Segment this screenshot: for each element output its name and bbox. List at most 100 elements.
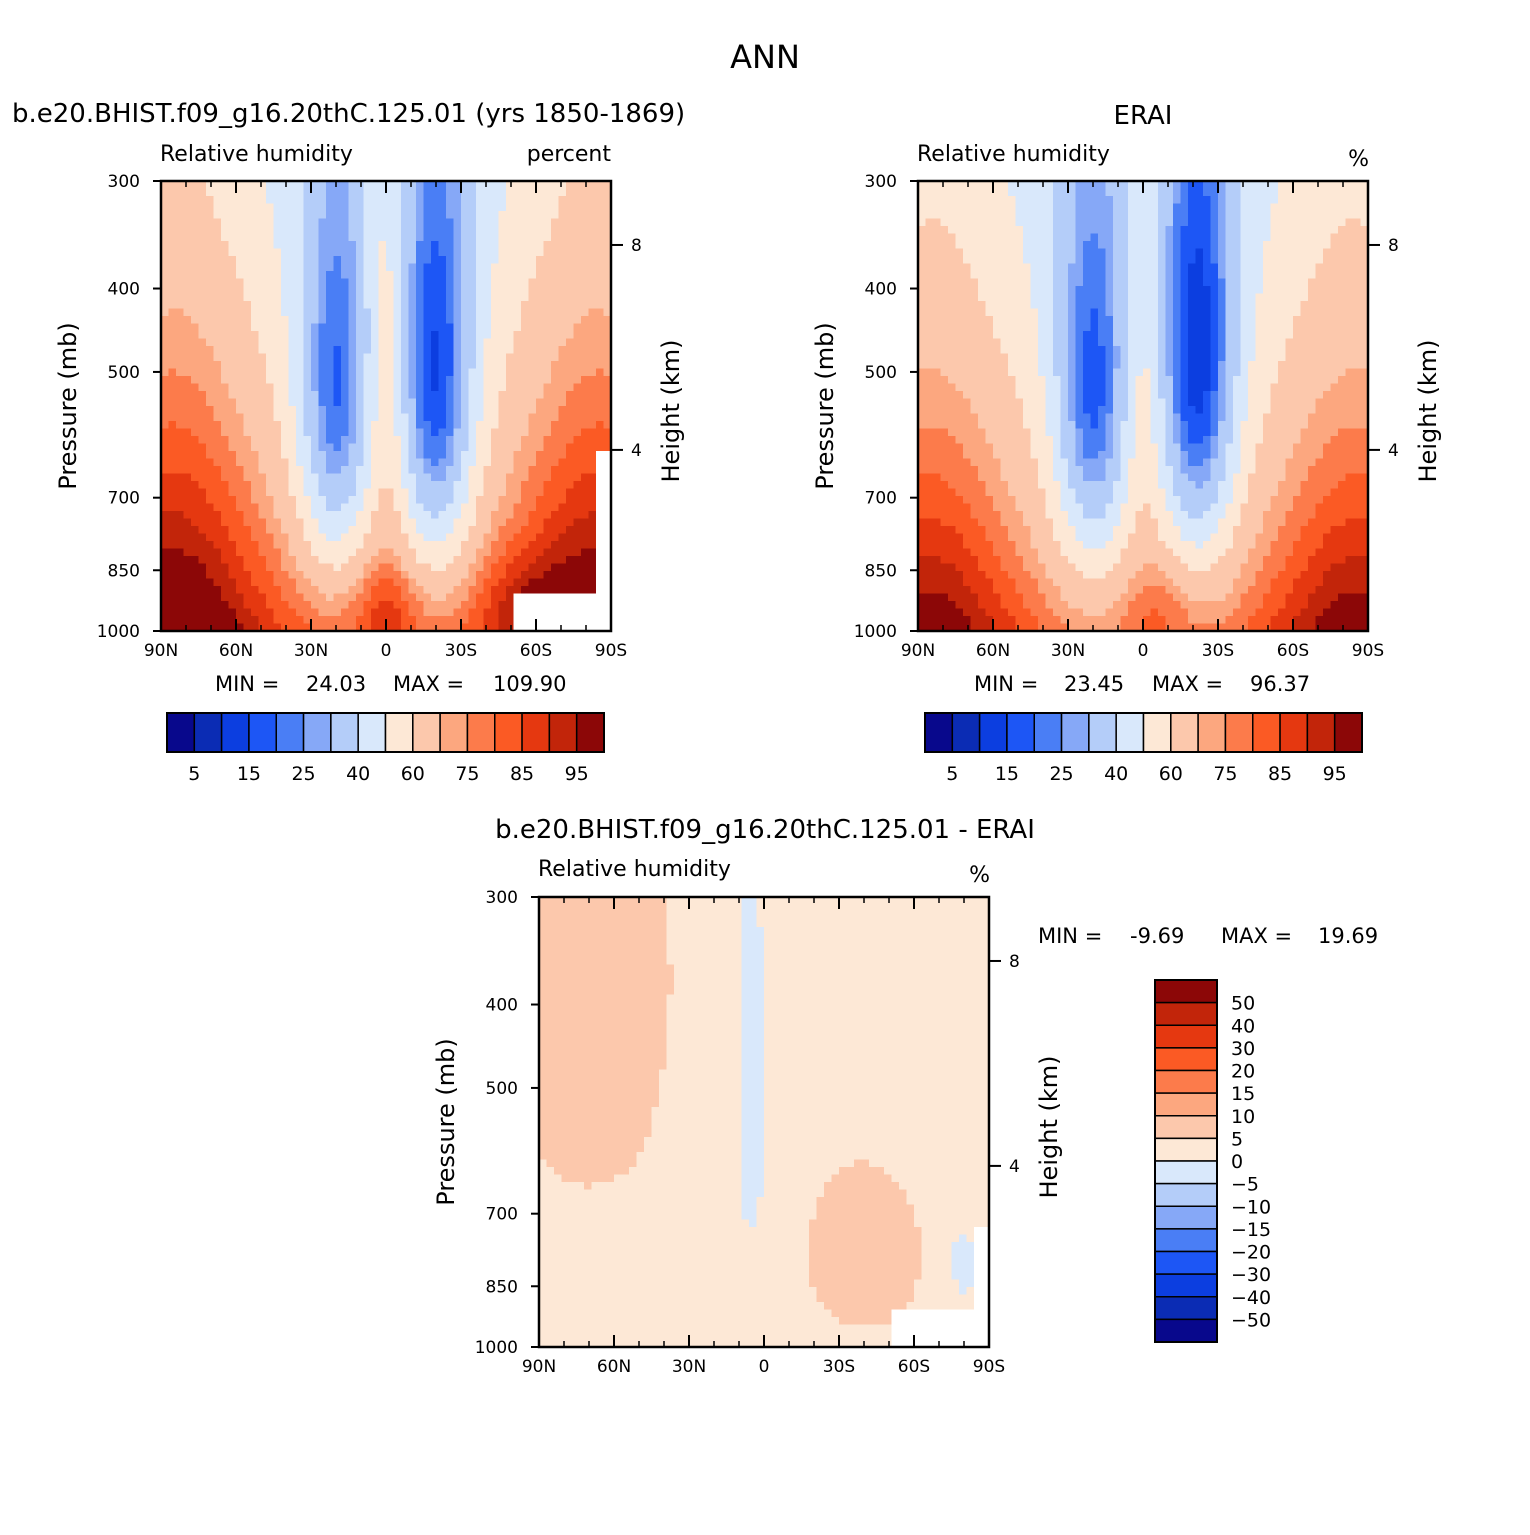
contour-cell <box>311 519 319 527</box>
contour-cell <box>379 376 387 384</box>
contour-cell <box>191 579 199 587</box>
contour-cell <box>1008 496 1016 504</box>
contour-cell <box>1053 234 1061 242</box>
contour-cell <box>1008 436 1016 444</box>
contour-cell <box>274 286 282 294</box>
contour-cell <box>274 444 282 452</box>
contour-cell <box>266 189 274 197</box>
contour-cell <box>536 369 544 377</box>
contour-cell <box>379 541 387 549</box>
contour-cell <box>379 339 387 347</box>
contour-cell <box>394 564 402 572</box>
contour-cell <box>529 331 537 339</box>
contour-cell <box>281 361 289 369</box>
contour-cell <box>206 249 214 257</box>
contour-cell <box>559 391 567 399</box>
contour-cell <box>948 391 956 399</box>
contour-cell <box>221 211 229 219</box>
contour-cell <box>993 339 1001 347</box>
contour-cell <box>454 586 462 594</box>
contour-cell <box>469 601 477 609</box>
contour-cell <box>1031 511 1039 519</box>
contour-cell <box>948 511 956 519</box>
contour-cell <box>1061 346 1069 354</box>
contour-cell <box>454 451 462 459</box>
contour-cell <box>1023 211 1031 219</box>
contour-cell <box>394 309 402 317</box>
contour-cell <box>926 234 934 242</box>
contour-cell <box>461 601 469 609</box>
contour-cell <box>536 594 544 602</box>
contour-cell <box>529 279 537 287</box>
contour-cell <box>379 279 387 287</box>
contour-cell <box>311 204 319 212</box>
contour-cell <box>926 301 934 309</box>
contour-cell <box>364 249 372 257</box>
contour-cell <box>356 616 364 624</box>
contour-cell <box>281 534 289 542</box>
contour-cell <box>596 586 604 594</box>
contour-cell <box>589 234 597 242</box>
contour-cell <box>978 234 986 242</box>
contour-cell <box>469 414 477 422</box>
contour-cell <box>169 339 177 347</box>
contour-cell <box>596 451 604 459</box>
contour-cell <box>446 339 454 347</box>
contour-cell <box>446 331 454 339</box>
contour-cell <box>574 301 582 309</box>
contour-cell <box>1068 459 1076 467</box>
contour-cell <box>596 301 604 309</box>
contour-cell <box>499 421 507 429</box>
contour-cell <box>341 324 349 332</box>
contour-cell <box>386 271 394 279</box>
contour-cell <box>439 384 447 392</box>
contour-cell <box>559 309 567 317</box>
contour-cell <box>386 519 394 527</box>
contour-cell <box>334 346 342 354</box>
contour-cell <box>184 189 192 197</box>
contour-cell <box>364 264 372 272</box>
contour-cell <box>1068 436 1076 444</box>
height-tick-label: 4 <box>631 441 642 461</box>
contour-cell <box>574 361 582 369</box>
contour-cell <box>551 414 559 422</box>
contour-cell <box>1038 511 1046 519</box>
contour-cell <box>326 429 334 437</box>
contour-cell <box>371 271 379 279</box>
contour-cell <box>971 249 979 257</box>
contour-cell <box>251 534 259 542</box>
contour-cell <box>476 519 484 527</box>
contour-cell <box>499 346 507 354</box>
contour-cell <box>176 264 184 272</box>
contour-cell <box>446 271 454 279</box>
contour-cell <box>176 519 184 527</box>
contour-cell <box>386 579 394 587</box>
contour-cell <box>349 414 357 422</box>
contour-cell <box>191 616 199 624</box>
contour-cell <box>439 279 447 287</box>
contour-cell <box>589 444 597 452</box>
contour-cell <box>574 414 582 422</box>
contour-cell <box>334 421 342 429</box>
contour-cell <box>514 309 522 317</box>
contour-cell <box>446 301 454 309</box>
contour-cell <box>409 564 417 572</box>
contour-cell <box>484 189 492 197</box>
contour-cell <box>469 309 477 317</box>
contour-cell <box>1031 376 1039 384</box>
contour-cell <box>566 286 574 294</box>
contour-cell <box>544 391 552 399</box>
contour-cell <box>581 481 589 489</box>
contour-cell <box>214 436 222 444</box>
contour-cell <box>409 436 417 444</box>
contour-cell <box>244 406 252 414</box>
contour-cell <box>484 496 492 504</box>
contour-cell <box>319 249 327 257</box>
contour-cell <box>461 429 469 437</box>
contour-cell <box>386 511 394 519</box>
contour-cell <box>1038 226 1046 234</box>
contour-cell <box>1053 361 1061 369</box>
contour-cell <box>1076 271 1084 279</box>
contour-cell <box>491 256 499 264</box>
contour-cell <box>274 586 282 594</box>
